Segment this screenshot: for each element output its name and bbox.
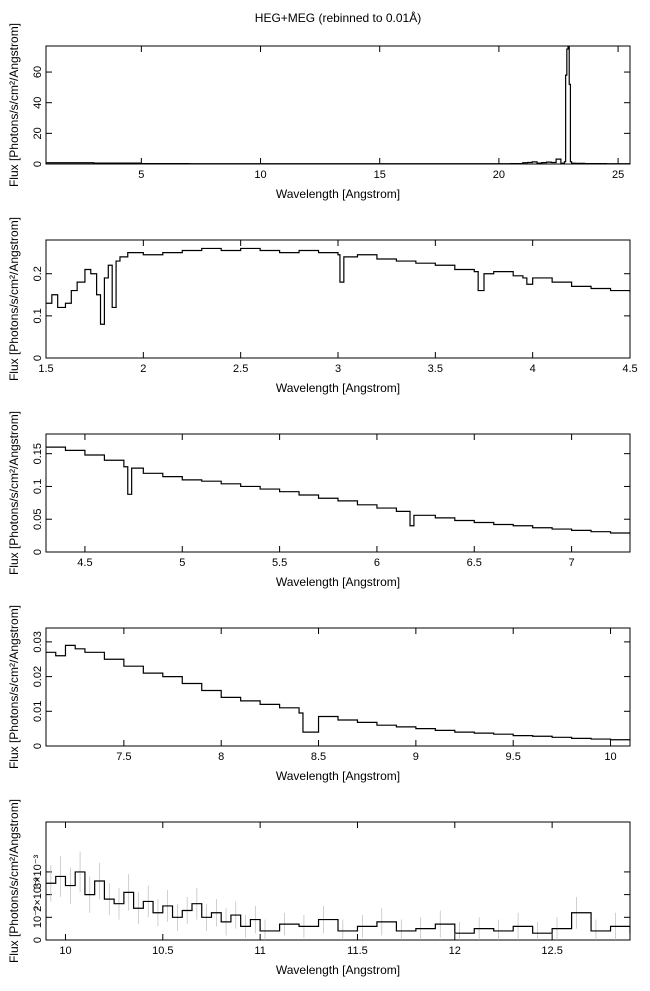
y-tick-label: 0.1 [32,479,44,494]
x-tick-label: 2 [140,363,146,375]
y-tick-label: 10⁻³ [32,906,44,928]
y-axis-label: Flux [Photons/s/cm²/Angstrom] [7,605,21,769]
x-tick-label: 9.5 [506,751,521,763]
series-group [46,247,630,325]
panel-4: 7.5 8 8.5 9 9.5 10 0 0.01 0.02 0.03 Wavelength [An… [7,605,631,783]
x-tick-label: 7 [569,557,575,569]
y-tick-label: 3×10⁻³ [32,854,44,889]
x-tick-label: 8 [218,751,224,763]
y-tick-label: 0 [32,937,44,943]
panel-5: 10 10.5 11 11.5 12 12.5 0 10⁻³2×10⁻³3×10⁻³ Wavel… [7,799,631,977]
series-group [46,446,630,535]
x-tick-label: 6 [374,557,380,569]
x-tick-label: 1.5 [38,363,53,375]
x-axis-label: Wavelength [Angstrom] [276,575,400,589]
y-tick-label: 20 [32,127,44,139]
y-axis-label: Flux [Photons/s/cm²/Angstrom] [7,411,21,575]
y-tick-label: 40 [32,97,44,109]
y-tick-label: 0.02 [32,666,44,687]
x-tick-label: 10.5 [152,945,173,957]
panel-3: 4.5 5 5.5 6 6.5 7 0 0.05 0.1 0.15 Wavelength [Angs… [7,411,631,589]
x-axis-label: Wavelength [Angstrom] [276,769,400,783]
x-tick-label: 11.5 [347,945,368,957]
x-tick-label: 7.5 [116,751,131,763]
x-tick-label: 12.5 [541,945,562,957]
spectrum-series-line [46,46,630,164]
x-tick-label: 5.5 [272,557,287,569]
y-tick-label: 0.15 [32,443,44,464]
x-tick-label: 5 [179,557,185,569]
panel-2: 1.5 2 2.5 3 3.5 4 4.5 0 0.1 0.2 Wavelength [Angstr… [7,217,638,395]
y-tick-label: 0.1 [32,308,44,323]
series-group [46,46,630,164]
x-tick-label: 20 [493,169,505,181]
y-tick-label: 0.01 [32,701,44,722]
y-tick-label: 0 [32,743,44,749]
plot-frame [45,45,631,165]
y-axis-label: Flux [Photons/s/cm²/Angstrom] [7,23,21,187]
x-tick-label: 4.5 [77,557,92,569]
plot-frame [45,821,631,941]
x-tick-label: 3 [335,363,341,375]
x-tick-label: 5 [138,169,144,181]
x-axis-label: Wavelength [Angstrom] [276,187,400,201]
x-tick-label: 8.5 [311,751,326,763]
y-axis-label: Flux [Photons/s/cm²/Angstrom] [7,799,21,963]
y-tick-label: 0.03 [32,631,44,652]
y-tick-label: 0.2 [32,266,44,281]
x-tick-label: 10 [604,751,616,763]
x-axis-label: Wavelength [Angstrom] [276,381,400,395]
figure-title: HEG+MEG (rebinned to 0.01Å) [255,10,421,25]
spectrum-series-line [46,247,630,325]
series-group [46,851,630,940]
x-tick-label: 4 [530,363,536,375]
x-tick-label: 2.5 [233,363,248,375]
spectrum-series-line [46,644,630,741]
x-tick-label: 11 [254,945,265,957]
series-group [46,644,630,741]
x-tick-label: 9 [413,751,419,763]
plot-frame [45,433,631,553]
plot-frame [45,239,631,359]
spectrum-series-line [46,871,630,934]
plot-frame [45,627,631,747]
x-tick-label: 10 [254,169,266,181]
x-tick-label: 15 [374,169,386,181]
y-tick-label: 60 [32,66,44,78]
x-tick-label: 4.5 [622,363,637,375]
y-tick-label: 0 [32,355,44,361]
x-tick-label: 6.5 [467,557,482,569]
x-tick-label: 12 [449,945,461,957]
x-tick-label: 25 [612,169,624,181]
x-tick-label: 10 [59,945,71,957]
y-axis-label: Flux [Photons/s/cm²/Angstrom] [7,217,21,381]
spectrum-series-line [46,446,630,535]
x-tick-label: 3.5 [428,363,443,375]
x-axis-label: Wavelength [Angstrom] [276,963,400,977]
y-tick-label: 0 [32,549,44,555]
y-tick-label: 0 [32,161,44,167]
y-tick-label: 0.05 [32,509,44,530]
y-tick-label: 2×10⁻³ [32,877,44,912]
panel-1: 5 10 15 20 25 0 20 40 60 Wavelength [Angstrom] Flu… [7,23,631,201]
